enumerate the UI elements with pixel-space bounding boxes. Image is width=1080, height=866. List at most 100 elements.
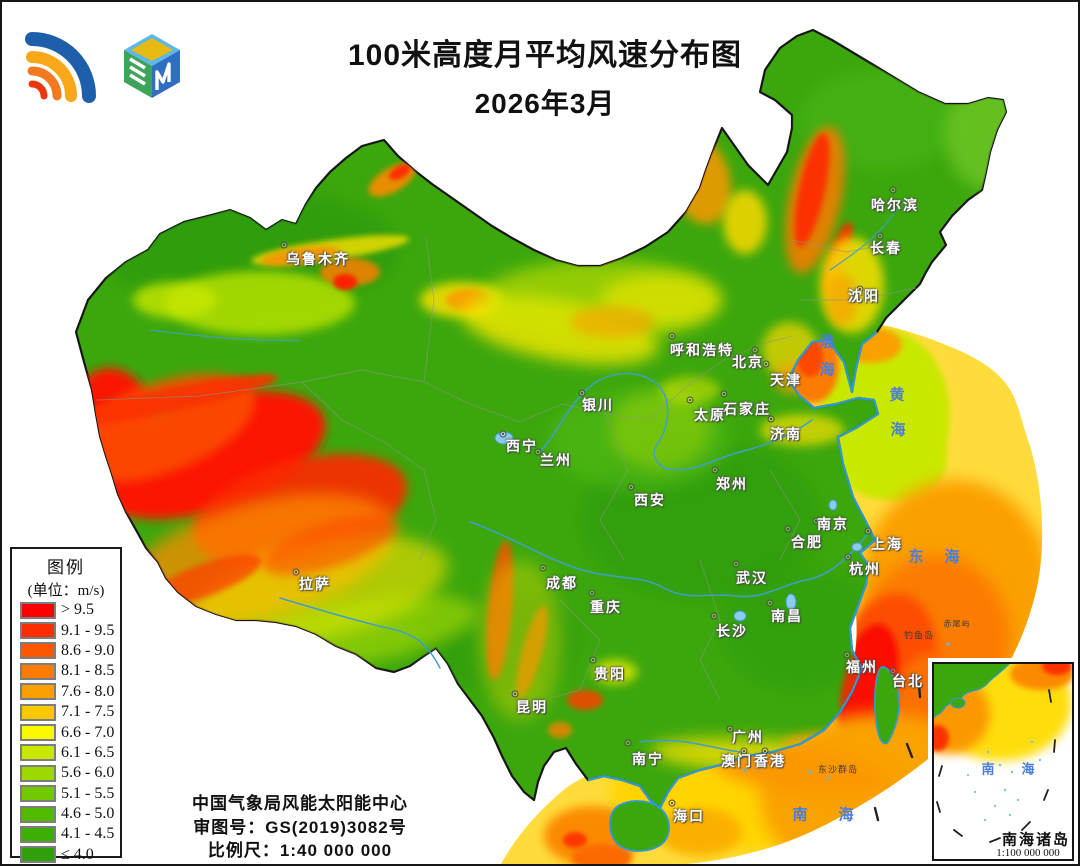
city-label: 合肥: [791, 536, 823, 551]
city-label: 天津: [770, 374, 802, 389]
island-label: 赤尾屿: [943, 619, 971, 629]
legend-range-label: 5.1 - 5.5: [61, 784, 115, 802]
legend-range-label: 8.1 - 8.5: [61, 662, 115, 680]
legend-item: 7.6 - 8.0: [12, 682, 120, 702]
legend-items: > 9.5 9.1 - 9.5 8.6 - 9.0 8.1 - 8.5 7.6 - 8.…: [12, 600, 120, 865]
legend-swatch: [20, 622, 56, 640]
city-label: 哈尔滨: [871, 199, 919, 214]
legend-range-label: 9.1 - 9.5: [61, 621, 115, 639]
legend-item: 5.1 - 5.5: [12, 784, 120, 804]
legend-swatch: [20, 744, 56, 762]
city-label: 台北: [892, 675, 924, 690]
legend-range-label: 4.6 - 5.0: [61, 805, 115, 823]
city-label: 重庆: [590, 601, 622, 616]
city-marker: [740, 747, 748, 755]
sea-name-label: 海: [890, 422, 906, 439]
legend-item: 4.6 - 5.0: [12, 804, 120, 824]
legend-unit-label: (单位：m/s): [27, 583, 105, 599]
legend-range-label: 7.6 - 8.0: [61, 682, 115, 700]
city-label: 沈阳: [848, 290, 880, 305]
legend-swatch: [20, 683, 56, 701]
city-marker: [668, 799, 676, 807]
city-marker: [726, 725, 734, 733]
island-label: 东沙群岛: [817, 764, 859, 775]
city-label: 南京: [817, 518, 849, 533]
footer-scale: 比例尺：1:40 000 000: [207, 841, 393, 860]
legend-swatch: [20, 846, 56, 864]
legend-item: 9.1 - 9.5: [12, 620, 120, 640]
city-marker: [889, 186, 897, 194]
city-marker: [686, 396, 694, 404]
city-marker: [668, 332, 676, 340]
city-marker: [578, 389, 586, 397]
city-marker: [499, 430, 507, 438]
em-cube-logo: [124, 34, 180, 98]
city-label: 乌鲁木齐: [286, 253, 350, 268]
city-marker: [589, 656, 597, 664]
legend-item: 4.1 - 4.5: [12, 824, 120, 844]
city-label: 济南: [770, 428, 802, 443]
sea-name-label: 海: [944, 549, 960, 566]
city-marker: [762, 360, 770, 368]
dash-line-segments: [873, 682, 922, 822]
inset-dash-line: [936, 689, 1056, 843]
city-label: 昆明: [516, 701, 548, 716]
legend-item: 7.1 - 7.5: [12, 702, 120, 722]
city-marker: [766, 599, 774, 607]
city-label: 南昌: [771, 610, 803, 625]
legend-item: 6.6 - 7.0: [12, 722, 120, 742]
footer-info: 中国气象局风能太阳能中心 审图号：GS(2019)3082号 比例尺：1:40 …: [120, 792, 480, 863]
legend-swatch: [20, 601, 56, 619]
title-block: 100米高度月平均风速分布图 2026年3月: [245, 38, 845, 122]
city-marker: [292, 568, 300, 576]
land-wind-texture: [76, 70, 1006, 774]
province-borders: [95, 237, 917, 701]
city-label: 北京: [732, 356, 764, 371]
legend-panel: 图例 (单位：m/s) > 9.5 9.1 - 9.5 8.6 - 9.0 8.1 -…: [10, 547, 122, 864]
legend-swatch: [20, 764, 56, 782]
city-label: 西宁: [506, 440, 538, 455]
legend-range-label: 8.6 - 9.0: [61, 641, 115, 659]
sea-name-label: 渤: [819, 334, 835, 351]
legend-item: ≤ 4.0: [12, 845, 120, 865]
lakes: [494, 431, 863, 622]
city-marker: [751, 346, 759, 354]
city-label: 上海: [871, 538, 903, 553]
city-label: 西安: [634, 494, 666, 509]
legend-title: 图例: [47, 558, 85, 577]
city-label: 南宁: [632, 753, 664, 768]
footer-organization: 中国气象局风能太阳能中心: [192, 794, 408, 813]
city-label: 拉萨: [299, 578, 331, 593]
city-label: 福州: [846, 661, 878, 676]
legend-item: 6.1 - 6.5: [12, 743, 120, 763]
sea-name-label: 东: [908, 549, 924, 566]
legend-swatch: [20, 825, 56, 843]
sea-name-label: 南: [792, 807, 808, 824]
city-marker: [767, 415, 775, 423]
map-subtitle: 2026年3月: [474, 88, 616, 119]
city-label: 兰州: [540, 454, 572, 469]
city-marker: [812, 517, 820, 525]
inset-scale: 1:100 000 000: [996, 847, 1060, 859]
city-marker: [711, 466, 719, 474]
city-label: 香港: [754, 755, 786, 770]
rivers: [149, 204, 901, 753]
legend-swatch: [20, 805, 56, 823]
city-marker: [844, 553, 852, 561]
island-label: 钓鱼岛: [903, 630, 935, 641]
inset-title: 南海诸岛: [1001, 832, 1071, 849]
city-marker: [732, 560, 740, 568]
city-label: 长沙: [716, 625, 748, 640]
city-label: 长春: [870, 242, 902, 257]
legend-swatch: [20, 724, 56, 742]
legend-item: > 9.5: [12, 600, 120, 620]
city-label: 广州: [732, 731, 764, 746]
city-marker: [511, 690, 519, 698]
city-marker: [280, 241, 288, 249]
city-marker: [720, 390, 728, 398]
city-marker: [624, 739, 632, 747]
footer-approval-number: 审图号：GS(2019)3082号: [193, 817, 407, 837]
sea-name-label: 海: [819, 362, 835, 379]
